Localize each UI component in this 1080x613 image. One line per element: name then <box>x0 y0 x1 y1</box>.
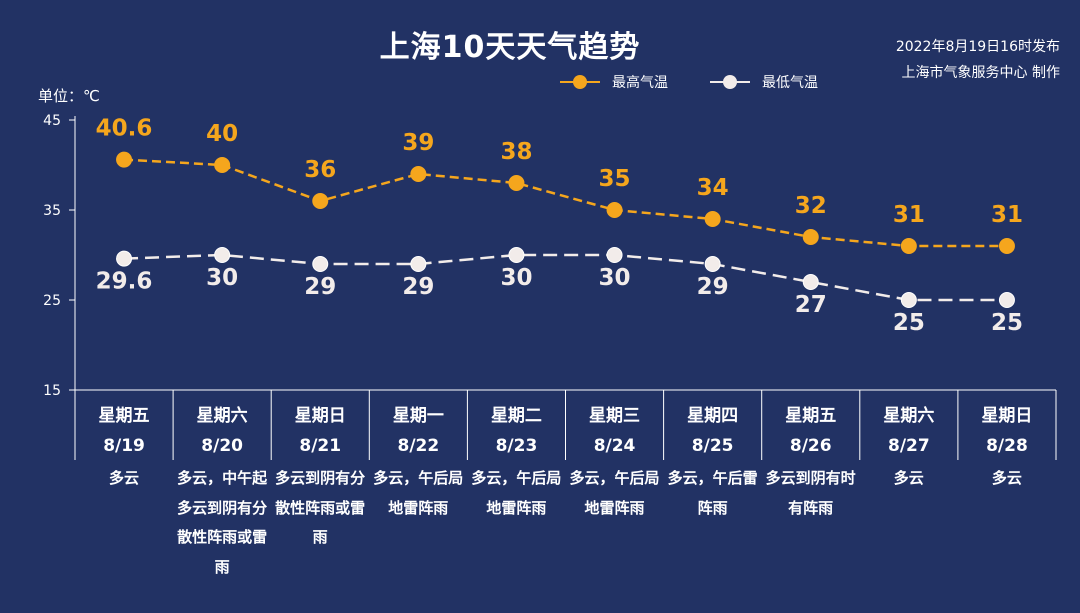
y-axis-unit: 单位：℃ <box>38 87 100 105</box>
weather-condition-text: 多云，午后雷阵雨 <box>667 469 758 517</box>
x-weekday-label: 星期三 <box>589 406 640 426</box>
x-date-label: 8/25 <box>692 436 734 456</box>
data-label-high: 38 <box>500 139 532 165</box>
data-point-high <box>312 193 329 209</box>
x-weekday-label: 星期六 <box>197 405 248 426</box>
data-point-high <box>998 238 1015 254</box>
x-date-label: 8/28 <box>986 436 1028 456</box>
legend-label-high: 最高气温 <box>612 75 668 91</box>
x-date-label: 8/23 <box>496 436 538 456</box>
x-weekday-label: 星期日 <box>981 406 1032 426</box>
data-label-high: 40 <box>206 121 238 147</box>
data-label-low: 25 <box>893 310 925 336</box>
legend-swatch-low <box>710 74 750 90</box>
data-label-low: 29 <box>402 274 434 300</box>
data-point-low <box>312 256 329 272</box>
data-label-low: 27 <box>795 292 827 318</box>
data-label-low: 30 <box>206 265 238 291</box>
data-point-high <box>410 166 427 182</box>
data-point-high <box>214 157 231 173</box>
weather-condition-text: 多云 <box>893 469 924 487</box>
x-date-label: 8/26 <box>790 436 832 456</box>
x-weekday-label: 星期一 <box>393 406 444 426</box>
x-date-label: 8/22 <box>397 436 439 456</box>
x-date-label: 8/21 <box>299 436 341 456</box>
data-label-high: 34 <box>697 175 729 201</box>
weather-condition-text: 多云，午后局地雷阵雨 <box>373 469 464 517</box>
legend-swatch-high <box>560 74 600 90</box>
legend-label-low: 最低气温 <box>762 75 818 91</box>
data-label-high: 36 <box>304 157 336 183</box>
data-point-high <box>704 211 721 227</box>
publisher: 上海市气象服务中心 制作 <box>901 65 1060 81</box>
weather-condition-text: 多云，中午起多云到阴有分散性阵雨或雷雨 <box>177 469 268 576</box>
y-tick-label: 15 <box>43 383 61 399</box>
x-date-label: 8/19 <box>103 436 145 456</box>
x-date-label: 8/27 <box>888 436 930 456</box>
data-label-high: 35 <box>599 166 631 192</box>
data-label-low: 30 <box>500 265 532 291</box>
data-label-low: 29 <box>697 274 729 300</box>
x-weekday-label: 星期五 <box>99 406 150 426</box>
series-line-low <box>124 253 1007 302</box>
data-point-high <box>606 202 623 218</box>
data-label-low: 29.6 <box>96 269 153 295</box>
data-point-low <box>606 247 623 263</box>
y-tick-label: 25 <box>43 293 61 309</box>
data-point-high <box>900 238 917 254</box>
y-tick-label: 45 <box>43 113 61 129</box>
chart-title: 上海10天天气趋势 <box>379 30 641 65</box>
data-point-low <box>410 256 427 272</box>
x-weekday-label: 星期四 <box>687 406 738 426</box>
data-point-low <box>900 292 917 308</box>
data-label-low: 29 <box>304 274 336 300</box>
x-weekday-label: 星期二 <box>491 406 542 426</box>
data-point-low <box>998 292 1015 308</box>
data-point-low <box>704 256 721 272</box>
data-label-low: 25 <box>991 310 1023 336</box>
data-point-low <box>214 247 231 263</box>
x-date-label: 8/24 <box>594 436 636 456</box>
legend-item-high: 最高气温 <box>560 72 668 92</box>
x-weekday-label: 星期六 <box>883 405 934 426</box>
weather-condition-text: 多云到阴有时有阵雨 <box>765 469 856 517</box>
data-point-low <box>802 274 819 290</box>
weather-condition-text: 多云，午后局地雷阵雨 <box>471 469 562 517</box>
x-weekday-label: 星期五 <box>785 406 836 426</box>
data-label-high: 31 <box>991 202 1023 228</box>
weather-condition-text: 多云，午后局地雷阵雨 <box>569 469 660 517</box>
y-tick-label: 35 <box>43 203 61 219</box>
publish-time: 2022年8月19日16时发布 <box>895 39 1060 55</box>
weather-condition-text: 多云 <box>108 469 139 487</box>
series-line-high <box>123 158 1007 248</box>
legend-item-low: 最低气温 <box>710 72 818 92</box>
data-label-high: 39 <box>402 130 434 156</box>
weather-condition-text: 多云到阴有分散性阵雨或雷雨 <box>275 469 366 546</box>
data-label-high: 31 <box>893 202 925 228</box>
data-label-high: 32 <box>795 193 827 219</box>
data-label-high: 40.6 <box>96 116 153 142</box>
x-date-label: 8/20 <box>201 436 243 456</box>
weather-condition-text: 多云 <box>991 469 1022 487</box>
data-point-high <box>802 229 819 245</box>
x-weekday-label: 星期日 <box>295 406 346 426</box>
data-label-low: 30 <box>599 265 631 291</box>
data-point-low <box>116 250 133 267</box>
data-point-low <box>508 247 525 263</box>
data-point-high <box>508 175 525 191</box>
data-point-high <box>116 151 133 168</box>
